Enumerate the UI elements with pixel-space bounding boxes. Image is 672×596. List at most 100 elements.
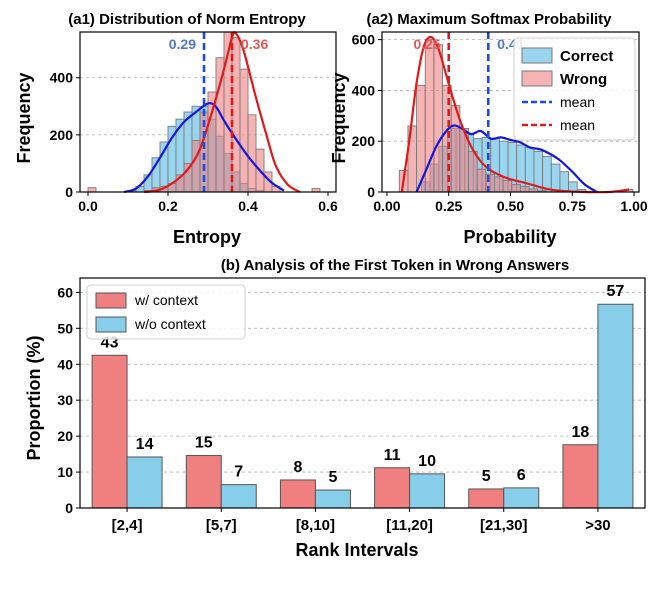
y-tick-label: 400 [352, 82, 376, 98]
legend-label: mean [560, 117, 595, 133]
chart-title-b: (b) Analysis of the First Token in Wrong… [221, 257, 569, 274]
histogram-bar-correct [550, 163, 561, 193]
kde-curve-correct [123, 102, 285, 194]
histogram-bars-a2 [398, 39, 634, 193]
bar-with-context [279, 479, 316, 509]
histogram-bar-wrong [519, 185, 530, 193]
legend-swatch-wrong [521, 70, 553, 87]
legend-label: w/o context [134, 316, 206, 332]
legend-a2: Correct Wrong mean mean [513, 37, 636, 141]
legend-swatch-without-context [95, 316, 127, 333]
data-label: 57 [607, 283, 625, 300]
bar-without-context [314, 489, 351, 509]
bar-without-context [503, 487, 540, 509]
x-tick-label: >30 [585, 517, 610, 534]
y-tick-label: 60 [57, 284, 73, 300]
data-label: 6 [517, 467, 526, 484]
x-axis-label-b: Rank Intervals [295, 540, 418, 560]
axes-frame [79, 277, 646, 509]
mean-lines-a1: 0.29 0.36 [169, 32, 268, 192]
legend-label: mean [560, 94, 595, 110]
bar-without-context [409, 473, 446, 509]
x-tick-label: 0.2 [158, 198, 178, 214]
x-tick-label: 0.0 [78, 198, 98, 214]
x-tick-label: [5,7] [206, 517, 237, 534]
x-tick-label: [21,30] [480, 517, 528, 534]
y-axis-label-a1: Frequency [14, 72, 34, 163]
histogram-bar-wrong [511, 183, 521, 193]
x-tick-label: [8,10] [296, 517, 335, 534]
histogram-bar-wrong [502, 180, 513, 193]
x-tick-label: [2,4] [112, 517, 143, 534]
x-tick-label: 0.50 [497, 198, 524, 214]
histogram-bar-correct [542, 155, 552, 193]
y-tick-label: 40 [57, 356, 73, 372]
data-label: 5 [328, 469, 337, 486]
chart-title-a2: (a2) Maximum Softmax Probability [366, 11, 612, 28]
y-tick-label: 200 [50, 127, 74, 143]
y-tick-label: 600 [352, 32, 376, 48]
kde-curve-wrong [400, 35, 630, 194]
x-tick-label: [11,20] [386, 517, 433, 534]
y-tick-label: 0 [65, 184, 73, 200]
histogram-bar-wrong [476, 168, 487, 193]
histogram-bar-wrong [493, 176, 504, 193]
data-label: 11 [384, 447, 401, 464]
y-tick-label: 0 [367, 184, 375, 200]
y-tick-label: 10 [57, 464, 73, 480]
histogram-bar-wrong [468, 150, 478, 193]
y-tick-label: 30 [57, 392, 73, 408]
axes-a1: 0.0 0.2 0.4 0.6 0 200 400 [50, 31, 338, 214]
x-tick-label: 0.00 [373, 198, 400, 214]
mean-label: 0.36 [241, 36, 268, 52]
x-axis-label-a1: Entropy [173, 227, 241, 247]
y-tick-label: 400 [50, 70, 74, 86]
panel-a2-softmax: (a2) Maximum Softmax Probability 0.25 0.4… [329, 11, 648, 247]
histogram-bar-wrong [247, 114, 257, 193]
data-label: 15 [195, 435, 213, 452]
legend-swatch-correct [521, 47, 553, 64]
x-tick-label: 0.75 [559, 198, 586, 214]
axes-a2: 0.00 0.25 0.50 0.75 1.00 0 200 400 600 [352, 31, 648, 214]
panel-a1-entropy: (a1) Distribution of Norm Entropy 0.29 0.… [14, 11, 338, 247]
y-axis-label-b: Proportion (%) [24, 336, 44, 461]
bar-without-context [220, 484, 257, 509]
panel-b-rank-intervals: (b) Analysis of the First Token in Wrong… [24, 257, 646, 560]
axes-b: [2,4] [5,7] [8,10] [11,20] [21,30] >30 0 10 20 30… [57, 277, 646, 534]
legend-b: w/ context w/o context [86, 284, 246, 340]
x-axis-label-a2: Probability [463, 227, 556, 247]
data-label: 14 [136, 436, 154, 453]
y-tick-label: 20 [57, 428, 73, 444]
bar-with-context [374, 467, 411, 509]
x-tick-label: 0.4 [238, 198, 258, 214]
mean-label: 0.25 [413, 36, 440, 52]
kde-curve-correct [415, 124, 598, 193]
data-label: 5 [482, 468, 491, 485]
chart-title-a1: (a1) Distribution of Norm Entropy [68, 11, 306, 28]
y-tick-label: 50 [57, 320, 73, 336]
bar-with-context [562, 444, 599, 509]
y-axis-label-a2: Frequency [329, 72, 349, 163]
y-tick-label: 200 [352, 133, 376, 149]
legend-swatch-with-context [95, 292, 127, 309]
mean-label: 0.29 [169, 36, 196, 52]
histogram-bar-wrong [215, 57, 225, 193]
grid-b [80, 291, 645, 473]
legend-label: Wrong [560, 71, 607, 88]
data-label: 18 [572, 424, 590, 441]
data-label: 8 [293, 459, 302, 476]
histogram-bar-wrong [239, 68, 249, 193]
x-tick-label: 1.00 [620, 198, 647, 214]
histogram-bar-wrong [433, 44, 443, 193]
bar-with-context [185, 455, 222, 509]
data-label: 10 [418, 453, 436, 470]
legend-label: Correct [560, 48, 613, 65]
histogram-bar-correct [559, 171, 570, 193]
bar-without-context [597, 303, 634, 509]
kde-curves-a2 [400, 35, 630, 194]
bar-with-context [91, 354, 128, 509]
legend-label: w/ context [134, 292, 198, 308]
y-tick-label: 0 [65, 500, 73, 516]
